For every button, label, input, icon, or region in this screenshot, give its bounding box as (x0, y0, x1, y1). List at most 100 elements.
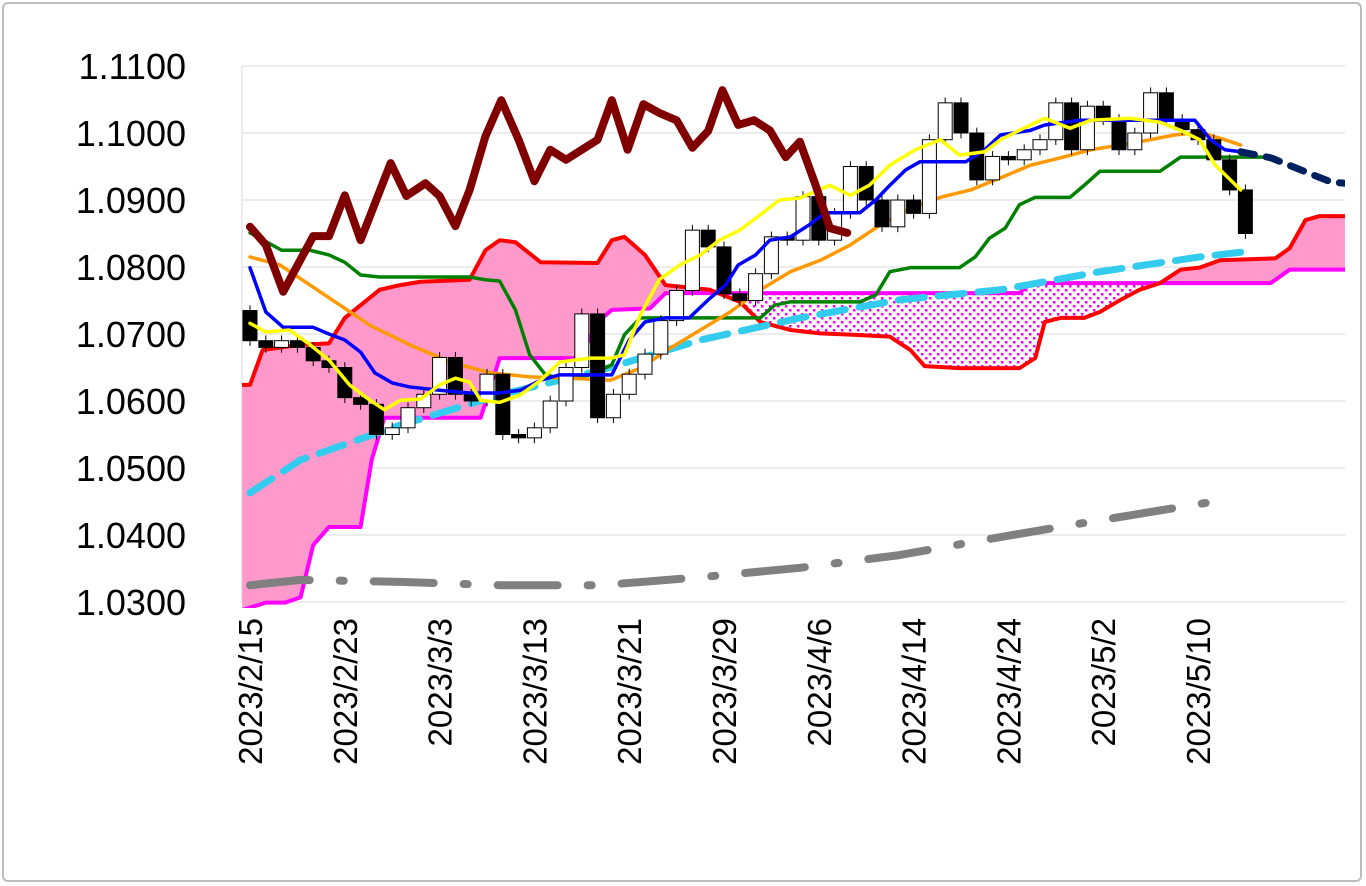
candle-body-up (637, 353, 653, 375)
candle-body-down (590, 313, 606, 419)
candlestick (653, 315, 669, 360)
candlestick (890, 194, 906, 233)
candlestick (400, 402, 416, 434)
candle-body-down (1095, 105, 1111, 121)
candle-body-up (400, 407, 416, 429)
candle-body-up (653, 320, 669, 355)
candlestick (669, 285, 685, 326)
candle-body-up (479, 373, 495, 402)
y-tick-label: 1.0500 (76, 448, 186, 489)
candle-body-down (953, 102, 969, 134)
plot-area (242, 86, 1345, 608)
candlesticks (242, 87, 1253, 444)
x-tick-label: 2023/5/10 (1180, 618, 1217, 765)
candlestick (432, 352, 448, 400)
candle-body-down (732, 293, 748, 301)
candlestick (511, 429, 527, 444)
x-tick-label: 2023/5/2 (1085, 618, 1122, 746)
candlestick (637, 348, 653, 380)
x-tick-label: 2023/3/29 (706, 618, 743, 765)
x-axis-ticks: 2023/2/15 2023/2/23 2023/3/3 2023/3/13 2023/… (232, 618, 1217, 765)
y-tick-label: 1.0600 (76, 381, 186, 422)
candlestick (526, 422, 542, 444)
candle-body-up (558, 367, 574, 402)
candle-body-up (384, 427, 400, 435)
candlestick (953, 97, 969, 139)
candle-body-up (842, 166, 858, 214)
candlestick (590, 308, 606, 424)
candlestick (289, 335, 305, 353)
candle-body-up (921, 139, 937, 214)
candle-body-up (748, 273, 764, 302)
candle-body-up (574, 313, 590, 368)
candle-body-down (511, 434, 527, 439)
candle-body-up (1016, 149, 1032, 161)
x-tick-label: 2023/3/13 (516, 618, 553, 765)
x-tick-label: 2023/2/15 (232, 618, 269, 765)
candle-body-up (763, 236, 779, 275)
candlestick (842, 161, 858, 219)
chikou-span-line (246, 86, 852, 296)
candlestick (748, 268, 764, 306)
candlestick (937, 97, 953, 146)
x-tick-label: 2023/4/6 (801, 618, 838, 746)
candlestick (574, 308, 590, 373)
candlestick (258, 335, 274, 353)
candle-body-down (1237, 189, 1253, 234)
lines-over-candles (246, 86, 1345, 412)
candle-body-up (890, 199, 906, 228)
candle-body-down (353, 397, 369, 405)
senkou-span-a-line (242, 214, 1345, 387)
candlestick (874, 194, 890, 233)
candlestick (1143, 87, 1159, 139)
candle-body-up (1127, 132, 1143, 151)
y-tick-label: 1.0800 (76, 247, 186, 288)
candlestick (621, 368, 637, 400)
candlestick (1016, 144, 1032, 166)
x-tick-label: 2023/4/24 (990, 618, 1027, 765)
candlestick (1079, 100, 1095, 156)
candle-body-up (542, 400, 558, 429)
y-tick-label: 1.0900 (76, 180, 186, 221)
candlestick (384, 422, 400, 440)
candlestick (732, 288, 748, 306)
y-tick-label: 1.1100 (79, 46, 186, 87)
candlestick (985, 151, 1001, 186)
y-tick-label: 1.0700 (76, 314, 186, 355)
candle-body-up (274, 340, 290, 348)
candle-body-down (447, 356, 463, 395)
cloud-bearish-area (719, 283, 1161, 369)
candle-body-up (937, 102, 953, 141)
candlestick (605, 388, 621, 424)
ma-5-line (248, 116, 1243, 412)
candle-body-down (906, 199, 922, 214)
cloud-bullish-area (242, 236, 720, 608)
candle-body-up (1032, 139, 1048, 151)
candle-body-up (1079, 105, 1095, 151)
y-tick-label: 1.0300 (76, 582, 186, 623)
candlestick (1127, 127, 1143, 156)
candle-body-down (1000, 155, 1016, 161)
candle-body-up (669, 289, 685, 322)
tenkan-sen-line (248, 118, 1243, 395)
candlestick (242, 305, 258, 347)
candle-body-up (605, 393, 621, 419)
candlestick (558, 362, 574, 407)
candle-body-down (495, 373, 511, 436)
candle-body-up (526, 427, 542, 439)
candlestick (921, 134, 937, 219)
candle-body-down (289, 340, 305, 348)
ma-25-line (248, 130, 1243, 382)
candlestick (495, 368, 511, 440)
candlestick (763, 231, 779, 280)
x-tick-label: 2023/3/21 (611, 618, 648, 765)
candle-body-down (874, 199, 890, 228)
candlestick (1000, 151, 1016, 166)
candlestick (1237, 184, 1253, 239)
candlestick (542, 395, 558, 434)
candle-body-down (1111, 119, 1127, 151)
candle-body-up (621, 373, 637, 395)
candle-body-down (258, 340, 274, 348)
